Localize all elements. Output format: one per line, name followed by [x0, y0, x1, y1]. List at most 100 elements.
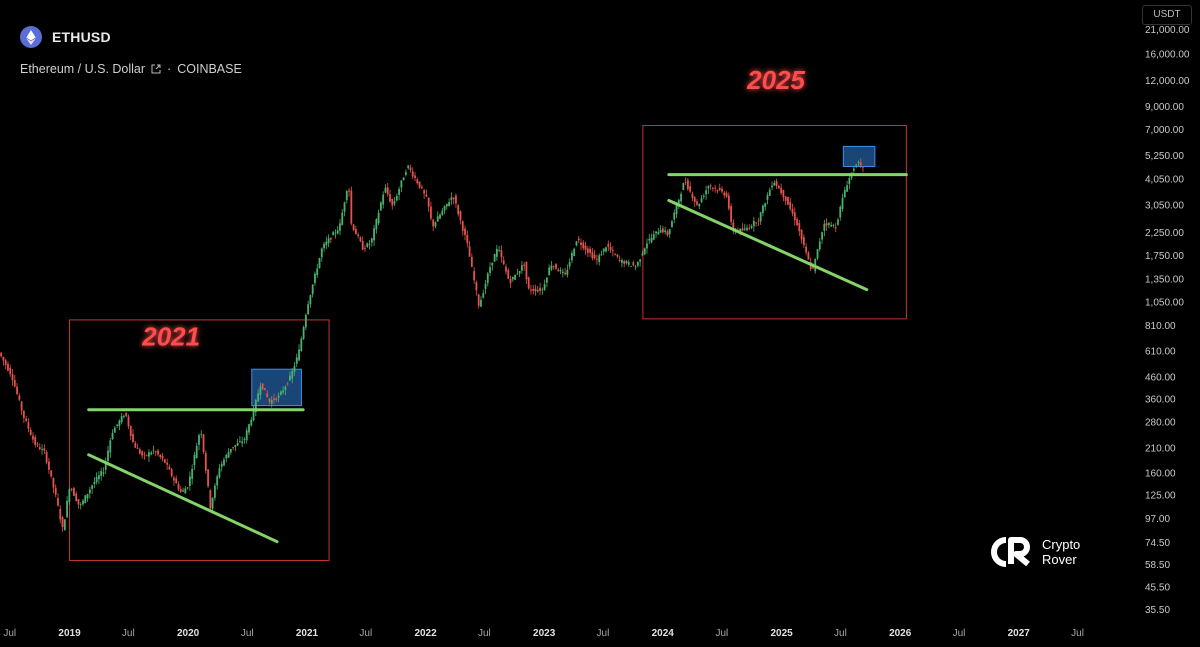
candle-body [370, 238, 373, 243]
candle-body [848, 177, 851, 185]
candle-body [405, 172, 407, 175]
candle-body [568, 262, 571, 267]
candle-body [598, 255, 601, 263]
symbol-name[interactable]: ETHUSD [52, 29, 111, 45]
candle-body [771, 185, 773, 188]
candle-body [329, 237, 332, 240]
candle-body [457, 205, 460, 215]
time-axis[interactable]: Jul 2019 Jul 2020 Jul 2021 Jul 2022 Jul 2023 Jul 20… [3, 628, 1084, 639]
candle-body [25, 418, 28, 421]
candle-body [623, 261, 626, 264]
candle-body [57, 498, 59, 506]
highlight-box [69, 319, 330, 561]
candle-body [227, 452, 230, 458]
candle-body [475, 282, 478, 291]
candle-body [657, 232, 660, 235]
candle-body [334, 232, 337, 234]
candle-body [741, 228, 744, 231]
candle-body [752, 220, 755, 227]
candle-body [13, 379, 16, 387]
candle-body [168, 466, 171, 470]
candle-body [832, 225, 835, 226]
candle-body [311, 284, 314, 295]
candle-body [543, 284, 546, 290]
candle-body [100, 471, 103, 477]
candle-body [273, 398, 275, 401]
x-tick-label: 2019 [58, 628, 81, 639]
candle-body [441, 210, 444, 215]
candle-body [261, 383, 264, 390]
candle-body [377, 212, 380, 224]
candle-body [275, 398, 278, 401]
candle-body [145, 455, 148, 456]
candle-body [436, 216, 439, 222]
price-axis[interactable]: 21,000.00 16,000.00 12,000.00 9,000.00 7,000… [1145, 25, 1190, 616]
candle-body [764, 203, 767, 207]
x-tick-label: 2024 [652, 628, 675, 639]
y-tick-label: 610.00 [1145, 347, 1176, 358]
candle-body [143, 453, 146, 455]
candle-body [675, 204, 678, 215]
candle-body [127, 416, 130, 427]
candle-body [348, 190, 350, 192]
candle-body [705, 190, 707, 195]
candle-body [600, 254, 603, 256]
candle-body [264, 388, 266, 391]
candle-body [618, 260, 621, 261]
candle-body [336, 230, 339, 234]
candle-body [318, 258, 321, 269]
candle-body [773, 182, 776, 186]
candle-body [498, 249, 501, 251]
candle-body [366, 243, 369, 247]
candle-body [602, 248, 605, 252]
candle-body [461, 221, 464, 231]
candle-body [150, 452, 153, 455]
candle-body [34, 437, 37, 445]
candle-body [621, 259, 623, 263]
candle-body [295, 357, 298, 364]
candle-body [505, 266, 507, 272]
candle-body [202, 434, 205, 453]
candle-body [464, 228, 466, 236]
candle-body [138, 449, 141, 454]
candle-body [484, 283, 487, 290]
candle-body [204, 452, 207, 471]
candle-body [38, 447, 41, 450]
candle-body [746, 227, 748, 231]
candle-body [47, 461, 50, 470]
candle-body [0, 352, 3, 357]
candle-body [707, 186, 710, 189]
currency-badge[interactable]: USDT [1142, 5, 1192, 25]
symbol-description: Ethereum / U.S. Dollar [20, 62, 146, 76]
candle-body [54, 487, 57, 495]
candle-body [450, 197, 453, 200]
candle-body [539, 287, 541, 292]
crypto-rover-logo [991, 537, 1030, 567]
candle-body [341, 212, 344, 226]
candle-body [507, 270, 510, 279]
y-tick-label: 160.00 [1145, 468, 1176, 479]
candle-body [113, 427, 116, 433]
candle-body [643, 248, 646, 255]
candle-body [200, 433, 203, 435]
external-link-icon[interactable] [151, 64, 161, 74]
candle-body [509, 278, 512, 284]
candle-body [593, 254, 596, 259]
y-tick-label: 16,000.00 [1145, 50, 1190, 61]
candle-body [611, 250, 614, 251]
candle-body [566, 269, 569, 275]
watermark-line1: Crypto [1042, 537, 1081, 552]
candle-body [625, 261, 628, 264]
candle-body [102, 472, 105, 474]
candle-body [75, 493, 78, 501]
candle-body [239, 441, 241, 442]
candle-body [516, 273, 519, 275]
candle-body [107, 450, 109, 461]
candle-body [316, 268, 319, 276]
candle-body [661, 228, 664, 233]
candle-body [768, 189, 771, 196]
candle-body [766, 195, 769, 200]
candle-body [762, 205, 764, 213]
trend-line [667, 198, 869, 292]
